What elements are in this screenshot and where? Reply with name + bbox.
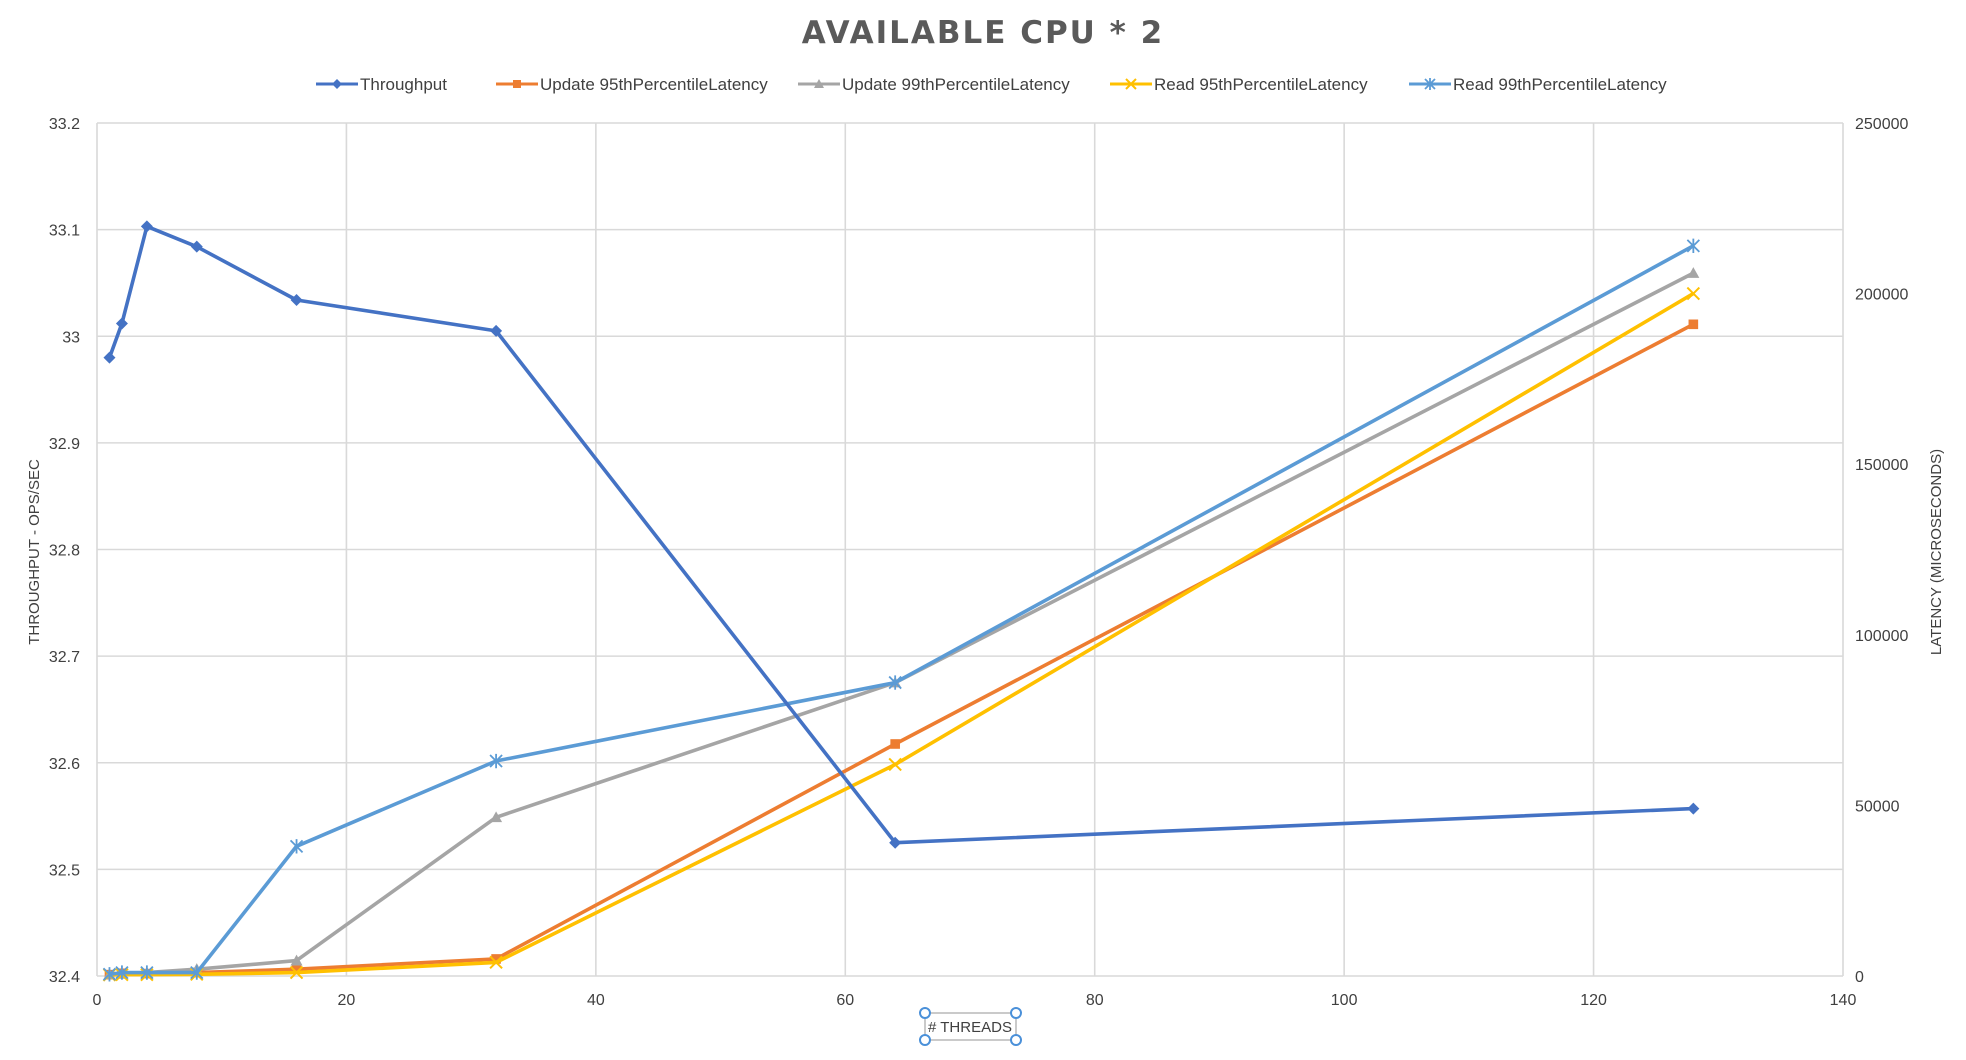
legend-marker bbox=[1125, 78, 1137, 90]
data-point bbox=[102, 967, 117, 982]
legend-marker bbox=[332, 79, 342, 89]
data-point bbox=[888, 675, 902, 690]
legend-marker bbox=[1424, 78, 1436, 90]
x-tick-label: 100 bbox=[1331, 992, 1358, 1009]
resize-handle[interactable] bbox=[919, 1034, 931, 1046]
data-point bbox=[890, 739, 900, 749]
series-line bbox=[109, 292, 1695, 977]
x-tick-label: 60 bbox=[836, 992, 854, 1009]
y-tick-label: 33 bbox=[62, 329, 80, 346]
y2-axis-title: LATENCY (MICROSECONDS) bbox=[1928, 449, 1945, 655]
legend-label: Throughput bbox=[360, 75, 447, 94]
legend-label: Read 99thPercentileLatency bbox=[1453, 75, 1667, 94]
data-point bbox=[140, 965, 154, 980]
data-point bbox=[1688, 319, 1699, 330]
legend-item: Throughput bbox=[316, 75, 447, 94]
legend-item: Read 95thPercentileLatency bbox=[1110, 75, 1368, 94]
legend-marker bbox=[513, 80, 521, 88]
data-point bbox=[489, 753, 503, 769]
x-axis-title-box[interactable]: # THREADS bbox=[919, 1007, 1022, 1046]
series-layer bbox=[102, 220, 1701, 982]
data-point bbox=[115, 965, 129, 980]
y-tick-label: 33.1 bbox=[49, 223, 80, 240]
data-point bbox=[1686, 286, 1701, 301]
series-read-99thpercentilelatency bbox=[102, 238, 1700, 982]
resize-handle[interactable] bbox=[1010, 1007, 1022, 1019]
axis-ticks: 32.4 32.5 32.6 32.7 32.8 32.9 33 33.1 33.2 0 20 40 6… bbox=[49, 116, 1909, 1009]
data-point bbox=[1687, 267, 1700, 278]
y-tick-label: 32.5 bbox=[49, 862, 80, 879]
data-point bbox=[289, 965, 304, 980]
x-tick-label: 80 bbox=[1086, 992, 1104, 1009]
y2-tick-label: 0 bbox=[1855, 969, 1864, 986]
legend-label: Update 95thPercentileLatency bbox=[540, 75, 768, 94]
y-tick-label: 32.7 bbox=[49, 649, 80, 666]
legend-label: Read 95thPercentileLatency bbox=[1154, 75, 1368, 94]
x-tick-label: 40 bbox=[587, 992, 605, 1009]
legend-item: Update 99thPercentileLatency bbox=[798, 75, 1070, 94]
data-point bbox=[140, 220, 153, 233]
y2-tick-label: 50000 bbox=[1855, 798, 1900, 815]
x-tick-label: 140 bbox=[1830, 992, 1857, 1009]
y-axis-title: THROUGHPUT - OPS/SEC bbox=[26, 459, 43, 645]
resize-handle[interactable] bbox=[919, 1007, 931, 1019]
data-point bbox=[103, 351, 116, 364]
y-tick-label: 32.4 bbox=[49, 969, 80, 986]
x-axis-title: # THREADS bbox=[928, 1019, 1012, 1036]
data-point bbox=[1686, 238, 1700, 254]
series-update-95thpercentilelatency bbox=[104, 319, 1699, 980]
data-point bbox=[291, 964, 302, 974]
x-tick-label: 20 bbox=[338, 992, 356, 1009]
y-tick-label: 32.8 bbox=[49, 543, 80, 560]
data-point bbox=[888, 757, 902, 772]
legend-marker bbox=[814, 79, 824, 88]
x-tick-label: 120 bbox=[1580, 992, 1607, 1009]
series-line bbox=[109, 244, 1695, 977]
y2-tick-label: 200000 bbox=[1855, 287, 1908, 304]
data-point bbox=[190, 240, 203, 253]
data-point bbox=[1687, 802, 1700, 815]
y2-tick-label: 250000 bbox=[1855, 116, 1908, 133]
legend-item: Read 99thPercentileLatency bbox=[1409, 75, 1667, 94]
data-point bbox=[290, 954, 303, 966]
data-point bbox=[491, 954, 501, 964]
chart-title: AVAILABLE CPU * 2 bbox=[802, 15, 1164, 51]
y2-tick-label: 100000 bbox=[1855, 628, 1908, 645]
data-point bbox=[115, 317, 128, 330]
gridlines bbox=[96, 122, 1844, 977]
y-tick-label: 32.9 bbox=[49, 436, 80, 453]
data-point bbox=[490, 811, 503, 823]
x-tick-label: 0 bbox=[93, 992, 102, 1009]
data-point bbox=[490, 324, 503, 337]
series-line bbox=[107, 224, 1694, 845]
data-point bbox=[290, 293, 303, 306]
resize-handle[interactable] bbox=[1010, 1034, 1022, 1046]
data-point bbox=[289, 839, 304, 854]
data-point bbox=[889, 836, 902, 849]
data-point bbox=[489, 955, 503, 970]
data-point bbox=[190, 965, 204, 980]
y-tick-label: 32.6 bbox=[49, 756, 80, 773]
y2-tick-label: 150000 bbox=[1855, 457, 1908, 474]
legend-item: Update 95thPercentileLatency bbox=[496, 75, 768, 94]
y-tick-label: 33.2 bbox=[49, 116, 80, 133]
legend-label: Update 99thPercentileLatency bbox=[842, 75, 1070, 94]
legend: Throughput Update 95thPercentileLatency Up… bbox=[316, 75, 1667, 94]
series-throughput bbox=[103, 220, 1700, 849]
